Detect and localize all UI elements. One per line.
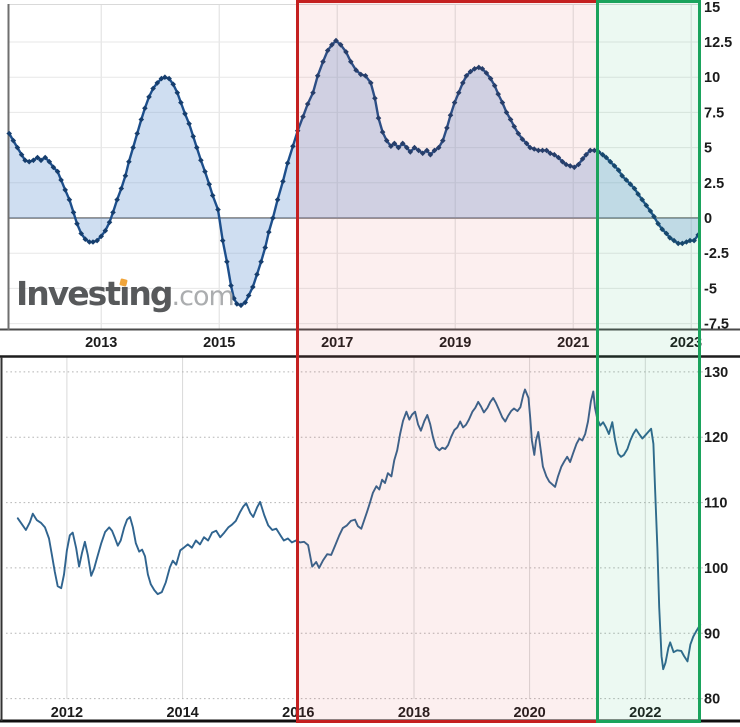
lower-line-chart-y-tick-label: 120 — [704, 430, 728, 446]
upper-line-chart-y-tick-label: 0 — [704, 211, 712, 227]
upper-line-chart-area-fill — [9, 40, 699, 306]
lower-line-chart-y-tick-label: 80 — [704, 692, 720, 708]
watermark-letter-i: ı — [119, 274, 130, 313]
upper-line-chart-y-tick-label: -7.5 — [704, 317, 729, 333]
upper-line-chart-x-tick-label: 2013 — [85, 335, 117, 351]
watermark-text-main: Investı ng — [16, 274, 174, 313]
upper-line-chart-x-tick-label: 2019 — [439, 335, 471, 351]
lower-line-chart-y-tick-label: 90 — [704, 626, 720, 642]
watermark-text-pre: Invest — [16, 274, 121, 313]
lower-line-chart-x-tick-label: 2012 — [51, 705, 83, 721]
lower-line-chart-series-line — [16, 388, 702, 671]
lower-line-chart-y-tick-label: 110 — [704, 496, 727, 512]
upper-line-chart-x-tick-label: 2021 — [557, 335, 589, 351]
upper-line-chart-x-tick-label: 2015 — [203, 335, 235, 351]
watermark-text-suffix: .com — [171, 281, 235, 312]
upper-line-chart-y-tick-label: 7.5 — [704, 105, 724, 121]
lower-line-chart-x-tick-label: 2018 — [398, 705, 430, 721]
lower-line-chart-x-tick-label: 2020 — [513, 705, 545, 721]
lower-line-chart-x-tick-label: 2016 — [282, 705, 314, 721]
lower-line-chart-y-tick-label: 130 — [704, 365, 728, 381]
watermark-text-post: ng — [128, 274, 173, 313]
lower-line-chart-x-tick-label: 2022 — [629, 705, 661, 721]
upper-line-chart-y-tick-label: 10 — [704, 70, 720, 86]
upper-line-chart-y-tick-label: 12.5 — [704, 35, 732, 51]
upper-line-chart-y-tick-label: -5 — [704, 281, 717, 297]
lower-line-chart-x-tick-label: 2014 — [166, 705, 198, 721]
upper-line-chart-y-tick-label: 2.5 — [704, 176, 724, 192]
upper-line-chart-x-tick-label: 2017 — [321, 335, 353, 351]
upper-line-chart-y-tick-label: -2.5 — [704, 246, 729, 262]
upper-line-chart-y-tick-label: 15 — [704, 0, 720, 16]
lower-line-chart-y-tick-label: 100 — [704, 561, 728, 577]
upper-line-chart-y-tick-label: 5 — [704, 141, 712, 157]
investing-com-watermark: Investı ng .com — [16, 274, 235, 313]
upper-line-chart-x-tick-label: 2023 — [670, 335, 702, 351]
